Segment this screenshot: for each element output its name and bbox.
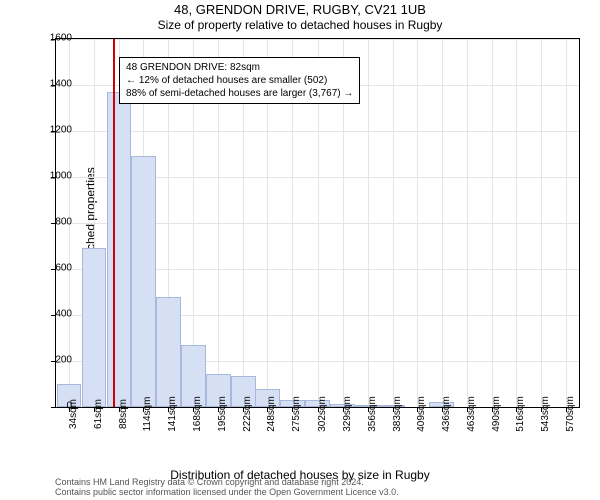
x-tick-label: 195sqm — [217, 396, 228, 432]
x-tick-label: 222sqm — [242, 396, 253, 432]
gridline-v — [442, 39, 443, 407]
y-tick-label: 600 — [55, 263, 72, 274]
x-tick-label: 516sqm — [515, 396, 526, 432]
footer-attribution: Contains HM Land Registry data © Crown c… — [55, 478, 399, 498]
x-tick-label: 570sqm — [565, 396, 576, 432]
gridline-v — [393, 39, 394, 407]
y-tick — [51, 407, 56, 408]
gridline-v — [417, 39, 418, 407]
x-tick-label: 329sqm — [342, 396, 353, 432]
x-tick-label: 275sqm — [291, 396, 302, 432]
x-tick-label: 463sqm — [466, 396, 477, 432]
x-tick-label: 302sqm — [317, 396, 328, 432]
x-tick-label: 114sqm — [142, 397, 153, 432]
title-sub: Size of property relative to detached ho… — [0, 18, 600, 32]
gridline-v — [368, 39, 369, 407]
x-tick-label: 141sqm — [167, 396, 178, 432]
histogram-bar — [107, 92, 132, 407]
gridline-v — [516, 39, 517, 407]
title-main: 48, GRENDON DRIVE, RUGBY, CV21 1UB — [0, 2, 600, 17]
y-tick-label: 400 — [55, 309, 72, 320]
y-tick-label: 1000 — [50, 171, 72, 182]
x-tick-label: 168sqm — [192, 396, 203, 432]
x-tick-label: 356sqm — [367, 396, 378, 432]
x-tick-label: 436sqm — [441, 396, 452, 432]
x-tick-label: 34sqm — [68, 399, 79, 429]
histogram-bar — [131, 156, 156, 407]
annotation-line1: 48 GRENDON DRIVE: 82sqm — [126, 61, 353, 74]
property-marker-line — [113, 39, 115, 407]
annotation-line3: 88% of semi-detached houses are larger (… — [126, 87, 353, 100]
x-tick-label: 543sqm — [540, 396, 551, 432]
y-tick-label: 1600 — [50, 33, 72, 44]
x-tick-label: 383sqm — [392, 396, 403, 432]
gridline-v — [467, 39, 468, 407]
y-tick-label: 1200 — [50, 125, 72, 136]
annotation-line2: ← 12% of detached houses are smaller (50… — [126, 74, 353, 87]
x-tick-label: 88sqm — [118, 399, 129, 429]
gridline-v — [541, 39, 542, 407]
gridline-v — [566, 39, 567, 407]
y-tick-label: 1400 — [50, 79, 72, 90]
gridline-v — [492, 39, 493, 407]
x-tick-label: 61sqm — [93, 399, 104, 429]
y-tick-label: 800 — [55, 217, 72, 228]
y-tick-label: 200 — [55, 355, 72, 366]
x-tick-label: 490sqm — [491, 396, 502, 432]
annotation-box: 48 GRENDON DRIVE: 82sqm← 12% of detached… — [119, 57, 360, 104]
histogram-bar — [82, 248, 107, 407]
plot-area: 48 GRENDON DRIVE: 82sqm← 12% of detached… — [55, 38, 580, 408]
x-tick-label: 409sqm — [416, 396, 427, 432]
footer-line2: Contains public sector information licen… — [55, 488, 399, 498]
x-tick-label: 248sqm — [266, 396, 277, 432]
histogram-bar — [156, 297, 181, 407]
